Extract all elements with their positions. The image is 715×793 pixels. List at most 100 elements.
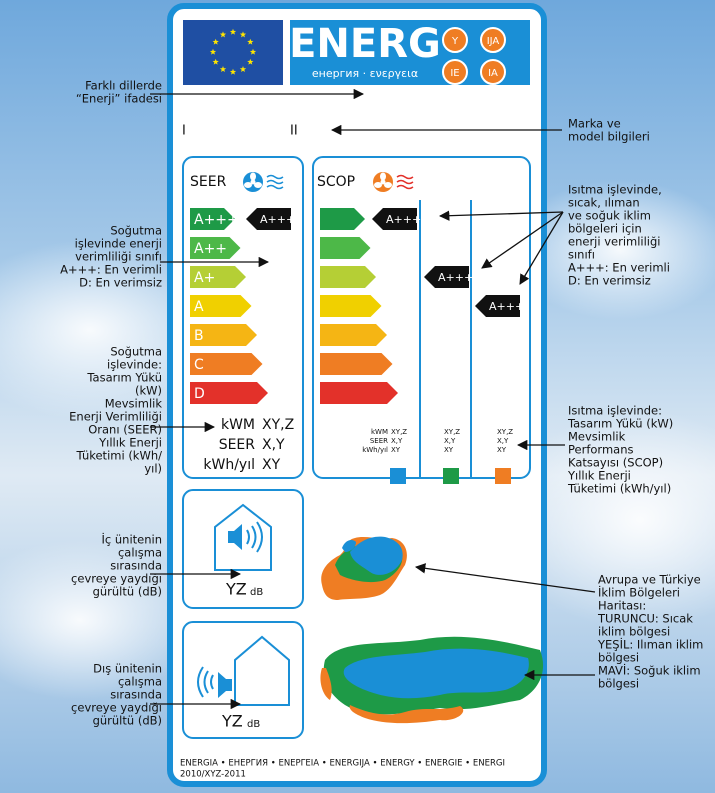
left-annotation-line: İç ünitenin [102, 532, 163, 547]
mild-zone-swatch [443, 468, 459, 484]
left-annotation-line: işlevinde: [107, 358, 162, 372]
right-annotation-line: Yıllık Enerji [567, 469, 631, 483]
scop-spec-value: XY [444, 446, 454, 454]
right-annotation-line: Katsayısı (SCOP) [568, 456, 663, 470]
seer-spec-label: kWh/yıl [203, 457, 255, 473]
scop-spec-value: X,Y [444, 437, 456, 445]
left-annotation-line: gürültü (dB) [93, 714, 162, 728]
scop-spec-value: XY,Z [497, 428, 513, 436]
left-annotation-line: Tüketimi (kWh/ [76, 449, 163, 463]
left-annotation-line: D: En verimsiz [79, 276, 162, 290]
seer-class-label: A+ [194, 270, 215, 286]
seer-class-label: B [194, 328, 204, 344]
seer-class-label: A [194, 299, 204, 315]
right-annotation-line: Mevsimlik [568, 430, 626, 444]
right-annotation-line: ve soğuk iklim [568, 209, 651, 223]
seer-class-label: A++ [194, 241, 227, 257]
outdoor-noise-value: YZ [221, 712, 243, 731]
language-badge-text: IJA [487, 36, 500, 47]
left-annotation-line: çalışma [118, 675, 162, 689]
right-annotation-line: TURUNCU: Sıcak [597, 612, 693, 626]
scop-spec-label: kWM [371, 428, 388, 436]
scop-indicator-label: A+++ [386, 213, 421, 226]
left-annotation-line: Farklı dillerde [85, 79, 162, 93]
left-annotation-line: Tasarım Yükü [86, 371, 162, 385]
left-annotation-line: çevreye yaydığı [71, 701, 162, 715]
left-annotation-line: Dış ünitenin [93, 662, 162, 676]
seer-class-label: A+++ [194, 212, 239, 228]
right-annotation-line: Avrupa ve Türkiye [598, 573, 701, 587]
left-annotation-line: sırasında [110, 559, 162, 573]
right-annotation-line: Isıtma işlevinde: [568, 404, 662, 418]
scop-spec-value: X,Y [391, 437, 403, 445]
right-annotation-line: YEŞİL: Ilıman iklim [597, 637, 703, 652]
footer-languages: ENERGIA • ЕНЕРГИЯ • ΕΝΕΡΓΕΙΑ • ENERGIJA … [180, 759, 505, 769]
right-annotation-line: bölgeleri için [568, 222, 642, 236]
cold-zone-swatch [390, 468, 406, 484]
scop-spec-value: XY [497, 446, 507, 454]
right-annotation-line: Tasarım Yükü (kW) [567, 417, 673, 431]
scop-class-arrow [320, 295, 382, 317]
indoor-noise-unit: dB [250, 587, 263, 598]
energ-title: ENERG [289, 21, 441, 67]
left-annotation-line: sırasında [110, 688, 162, 702]
indoor-noise-value: YZ [225, 580, 247, 599]
scop-indicator-label: A+++ [489, 300, 524, 313]
seer-spec-label: kWM [221, 417, 255, 433]
right-annotation-line: bölgesi [598, 651, 639, 665]
left-annotation-line: “Enerji” ifadesi [76, 92, 162, 106]
seer-spec-value: XY [262, 457, 281, 473]
brand-mark: I [182, 124, 186, 139]
left-annotation-line: işlevinde enerji [75, 237, 162, 251]
right-annotation-line: sıcak, ılıman [568, 196, 640, 210]
left-annotation-line: çalışma [118, 546, 162, 560]
right-annotation-line: MAVİ: Soğuk iklim [598, 663, 701, 678]
language-badge-text: IE [450, 68, 459, 79]
scop-title: SCOP [317, 174, 355, 190]
left-annotation-line: Yıllık Enerji [98, 436, 162, 450]
left-annotation-line: A+++: En verimli [60, 263, 162, 277]
seer-title: SEER [190, 174, 227, 190]
language-badge-text: IA [488, 68, 498, 79]
left-annotation-line: gürültü (dB) [93, 585, 162, 599]
right-annotation-line: bölgesi [598, 677, 639, 691]
right-annotation-line: D: En verimsiz [568, 274, 651, 288]
seer-class-label: C [194, 357, 204, 373]
seer-spec-label: SEER [219, 437, 256, 453]
scop-spec-label: kWh/yıl [362, 446, 388, 454]
left-annotation-line: Soğutma [110, 224, 162, 238]
warm-zone-swatch [495, 468, 511, 484]
right-annotation-line: Performans [568, 443, 633, 457]
scop-spec-value: XY [391, 446, 401, 454]
footer-regulation: 2010/XYZ-2011 [180, 770, 246, 780]
left-annotation-line: çevreye yaydığı [71, 572, 162, 586]
infographic: ENERG енергия · ενεργεια I II SEER SCOP … [0, 0, 715, 793]
right-annotation-line: Tüketimi (kWh/yıl) [567, 482, 671, 496]
model-mark: II [290, 124, 298, 139]
scop-spec-value: X,Y [497, 437, 509, 445]
left-annotation-line: (kW) [135, 384, 162, 398]
scop-class-arrow [320, 324, 387, 346]
scop-class-arrow [320, 266, 376, 288]
scop-class-arrow [320, 353, 393, 375]
right-annotation-line: model bilgileri [568, 130, 650, 144]
right-annotation-line: enerji verimliliği [568, 235, 661, 249]
right-annotation-line: A+++: En verimli [568, 261, 670, 275]
scop-spec-value: XY,Z [391, 428, 407, 436]
right-annotation-line: Isıtma işlevinde, [568, 183, 662, 197]
right-annotation-line: Marka ve [568, 117, 621, 131]
scop-spec-value: XY,Z [444, 428, 460, 436]
left-annotation-line: Mevsimlik [105, 397, 163, 411]
outdoor-noise-unit: dB [247, 719, 260, 730]
seer-spec-value: XY,Z [262, 417, 294, 433]
seer-spec-value: X,Y [262, 437, 285, 453]
left-annotation-line: verimliliği sınıfı [75, 250, 162, 264]
right-annotation-line: İklim Bölgeleri [598, 585, 680, 600]
scop-spec-label: SEER [370, 437, 388, 445]
seer-indicator-label: A+++ [260, 213, 295, 226]
energ-subtitle: енергия · ενεργεια [312, 67, 418, 80]
right-annotation-line: sınıfı [568, 248, 595, 262]
scop-indicator-label: A+++ [438, 271, 473, 284]
scop-class-arrow [320, 382, 398, 404]
left-annotation-line: Soğutma [110, 345, 162, 359]
